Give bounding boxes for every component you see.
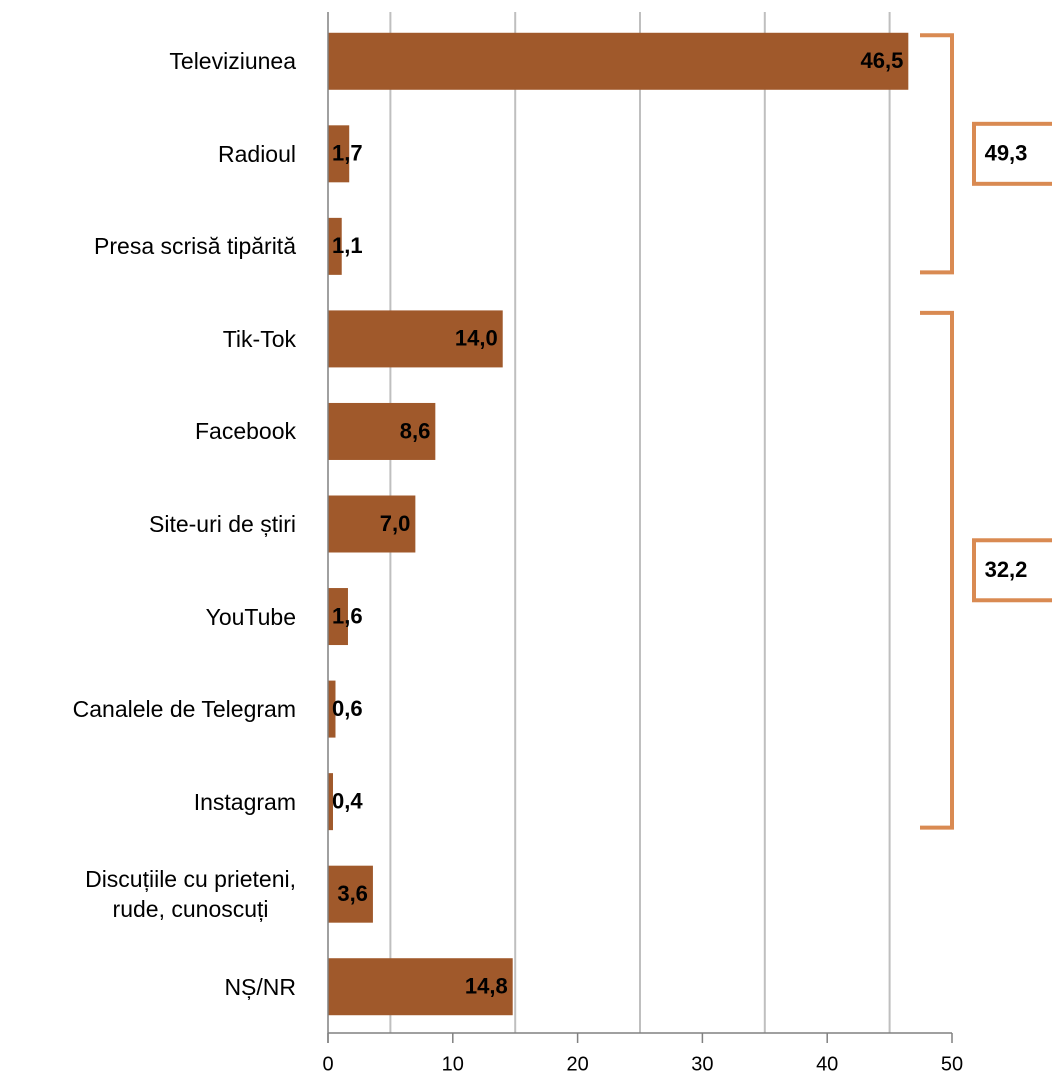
category-label: Radioul xyxy=(218,140,296,167)
value-label: 14,8 xyxy=(465,974,508,999)
category-label: Televiziunea xyxy=(169,48,296,75)
x-tick-label: 10 xyxy=(442,1053,464,1075)
x-tick-label: 50 xyxy=(941,1053,963,1075)
category-label: YouTube xyxy=(205,603,296,630)
category-label: Instagram xyxy=(193,788,296,815)
value-label: 0,4 xyxy=(332,788,363,813)
category-label: Tik-Tok xyxy=(222,325,296,352)
bar xyxy=(328,402,436,460)
bar xyxy=(328,125,350,183)
bracket xyxy=(920,310,954,830)
category-label: Facebook xyxy=(194,418,296,445)
bracket-label: 49,3 xyxy=(985,141,1028,166)
category-label: NȘ/NR xyxy=(224,973,296,1000)
bar xyxy=(328,32,909,90)
bracket-label: 32,2 xyxy=(985,557,1028,582)
bar xyxy=(328,310,503,368)
category-label: Site-uri de știri xyxy=(149,511,296,537)
value-label: 7,0 xyxy=(380,511,411,536)
value-label: 3,6 xyxy=(337,881,368,906)
bracket xyxy=(920,33,954,275)
bar xyxy=(328,865,373,923)
value-label: 1,1 xyxy=(332,233,363,258)
bracket-box xyxy=(972,538,1052,603)
value-label: 1,7 xyxy=(332,141,363,166)
bar xyxy=(328,588,348,646)
bracket-box xyxy=(972,121,1052,186)
x-tick-label: 20 xyxy=(566,1053,588,1075)
value-label: 8,6 xyxy=(400,418,431,443)
value-label: 46,5 xyxy=(860,48,903,73)
x-tick-label: 0 xyxy=(322,1053,333,1075)
bar xyxy=(328,773,333,831)
value-label: 14,0 xyxy=(455,326,498,351)
bar xyxy=(328,958,513,1016)
value-label: 1,6 xyxy=(332,603,363,628)
category-label: Discuțiile cu prieteni, rude, cunoscuți xyxy=(85,866,296,923)
x-tick-label: 40 xyxy=(816,1053,838,1075)
bar xyxy=(328,217,342,275)
category-label: Canalele de Telegram xyxy=(72,696,296,723)
bar xyxy=(328,680,336,738)
bar xyxy=(328,495,416,553)
category-label: Presa scrisă tipărită xyxy=(94,233,296,260)
x-tick-label: 30 xyxy=(691,1053,713,1075)
value-label: 0,6 xyxy=(332,696,363,721)
